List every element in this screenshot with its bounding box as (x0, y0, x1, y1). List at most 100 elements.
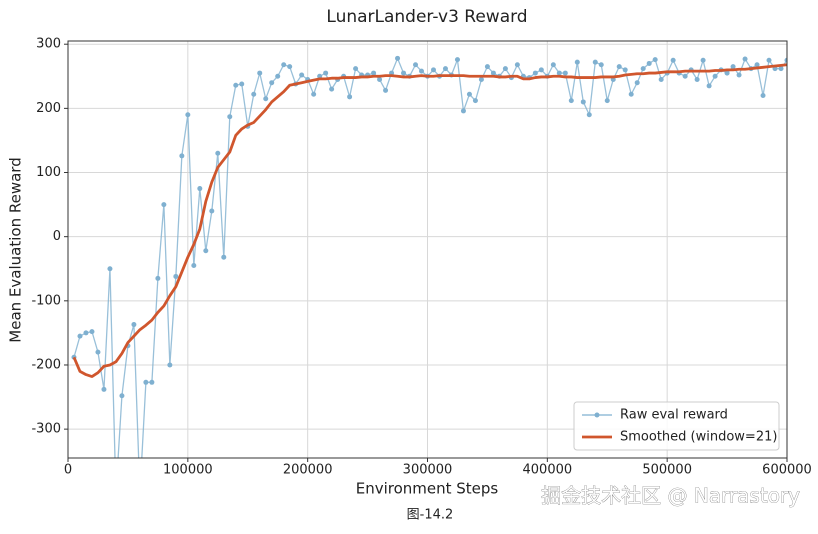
data-point (347, 94, 353, 100)
data-point (239, 81, 245, 87)
caption: 图-14.2 (407, 508, 454, 523)
data-point (329, 86, 335, 92)
data-point (251, 91, 257, 97)
y-tick-label: 100 (36, 165, 61, 180)
data-point (478, 76, 484, 82)
data-point (442, 66, 448, 72)
data-point (197, 186, 203, 192)
data-point (161, 202, 167, 208)
data-point (401, 70, 407, 76)
data-point (502, 66, 508, 72)
data-point (101, 386, 107, 392)
data-point (604, 98, 610, 104)
y-axis-label: Mean Evaluation Reward (7, 157, 25, 342)
data-point (383, 87, 389, 93)
data-point (119, 393, 125, 399)
data-point (149, 379, 155, 385)
data-point (233, 82, 239, 88)
data-point (269, 80, 275, 86)
data-point (221, 254, 227, 260)
data-point (766, 57, 772, 63)
x-tick-label: 200000 (283, 463, 333, 478)
data-point (580, 99, 586, 105)
data-point (778, 66, 784, 72)
data-point (586, 112, 592, 118)
data-point (682, 73, 688, 79)
data-point (736, 72, 742, 78)
data-point (694, 76, 700, 82)
data-point (227, 114, 233, 120)
data-point (538, 67, 544, 73)
x-tick-label: 600000 (762, 463, 812, 478)
x-tick-label: 0 (64, 463, 72, 478)
legend-marker (594, 412, 600, 418)
x-tick-label: 500000 (642, 463, 692, 478)
x-tick-label: 100000 (163, 463, 213, 478)
data-point (203, 248, 209, 254)
data-point (371, 70, 377, 76)
data-point (754, 62, 760, 68)
data-point (784, 57, 787, 63)
data-point (143, 379, 149, 385)
data-point (760, 93, 766, 99)
data-point (377, 76, 383, 82)
data-point (712, 73, 718, 79)
data-point (137, 491, 142, 496)
data-point (628, 91, 634, 97)
data-point (263, 96, 269, 102)
data-point (155, 275, 161, 281)
data-point (742, 56, 748, 62)
data-point (131, 322, 137, 328)
data-point (622, 67, 628, 73)
data-point (430, 67, 436, 73)
y-tick-label: -300 (31, 422, 61, 437)
data-point (413, 62, 419, 68)
watermark: 掘金技术社区 @ Narrastory (541, 484, 800, 508)
data-point (173, 273, 179, 279)
data-point (419, 68, 425, 74)
data-point (311, 91, 317, 97)
data-point (562, 70, 568, 76)
data-point (167, 362, 173, 368)
data-point (724, 70, 730, 76)
data-point (83, 330, 89, 336)
data-point (454, 57, 460, 63)
data-point (107, 266, 113, 272)
y-tick-label: -100 (31, 293, 61, 308)
data-point (484, 64, 490, 70)
data-point (616, 64, 622, 70)
data-point (185, 112, 191, 118)
data-point (634, 80, 640, 86)
data-point (598, 62, 604, 68)
data-point (550, 62, 556, 68)
plot-content (71, 55, 787, 496)
data-point (706, 83, 712, 89)
data-point (323, 70, 329, 76)
legend-label: Raw eval reward (620, 408, 728, 423)
data-point (113, 491, 118, 496)
data-point (275, 73, 281, 79)
series-line (72, 63, 787, 378)
chart-title: LunarLander-v3 Reward (326, 7, 527, 27)
data-point (472, 98, 478, 104)
data-point (670, 57, 676, 63)
data-point (179, 153, 185, 159)
data-point (514, 62, 520, 68)
data-point (532, 70, 538, 76)
data-point (658, 76, 664, 82)
legend-box (573, 401, 780, 451)
y-tick-label: 300 (36, 37, 61, 52)
data-point (395, 55, 401, 61)
data-point (652, 57, 658, 63)
data-point (556, 70, 562, 76)
y-tick-label: 200 (36, 101, 61, 116)
x-tick-label: 400000 (523, 463, 573, 478)
data-point (646, 60, 652, 66)
data-point (77, 333, 83, 339)
data-point (215, 150, 221, 156)
legend-label: Smoothed (window=21) (620, 430, 777, 445)
data-point (299, 72, 305, 78)
data-point (191, 263, 197, 269)
